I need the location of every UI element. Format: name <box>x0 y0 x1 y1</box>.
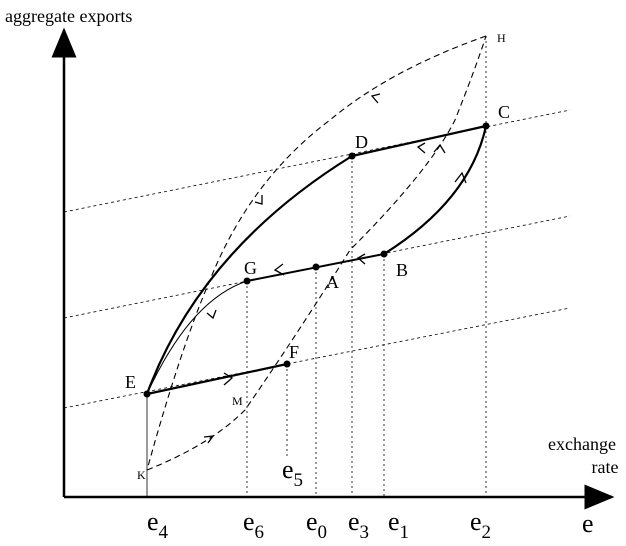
points <box>143 122 490 398</box>
rate-letter: e <box>388 507 400 536</box>
rate-letter: e <box>282 455 294 484</box>
node-label: G <box>244 258 257 278</box>
rate-label: e6 <box>243 507 264 543</box>
rate-label: e2 <box>470 507 491 543</box>
x-axis-label: rate <box>592 457 619 477</box>
rate-subscript: 4 <box>159 522 169 543</box>
node-label: D <box>355 132 368 152</box>
rate-label: e1 <box>388 507 409 543</box>
guide-lines <box>63 109 571 409</box>
x-axis-symbol: e <box>582 509 594 538</box>
node-label: B <box>396 260 408 280</box>
rate-letter: e <box>470 507 482 536</box>
rate-letter: e <box>243 507 255 536</box>
rate-label: e4 <box>147 507 169 543</box>
rate-label: e3 <box>348 507 369 543</box>
node-label: F <box>289 342 299 362</box>
rate-label: e5 <box>282 455 303 491</box>
node-label: C <box>498 102 510 122</box>
rate-subscript: 2 <box>482 522 492 543</box>
node-label: E <box>125 372 136 392</box>
rate-subscript: 0 <box>318 522 328 543</box>
rate-subscript: 3 <box>360 522 370 543</box>
direction-arrows <box>203 93 467 444</box>
rate-letter: e <box>348 507 360 536</box>
x-axis-label: exchange <box>548 434 616 454</box>
solid-paths <box>145 124 488 396</box>
rate-label: e0 <box>306 507 327 543</box>
node-label: A <box>326 272 339 292</box>
rate-letter: e <box>147 507 159 536</box>
node-label: H <box>497 31 506 45</box>
rate-letter: e <box>306 507 318 536</box>
rate-subscript: 6 <box>255 522 265 543</box>
drop-lines <box>246 36 487 497</box>
node-label: M <box>232 394 243 408</box>
y-axis-label: aggregate exports <box>5 6 132 26</box>
rate-subscript: 1 <box>400 522 410 543</box>
rate-subscript: 5 <box>294 470 304 491</box>
dashed-paths <box>146 35 487 471</box>
node-label: K <box>137 468 146 482</box>
